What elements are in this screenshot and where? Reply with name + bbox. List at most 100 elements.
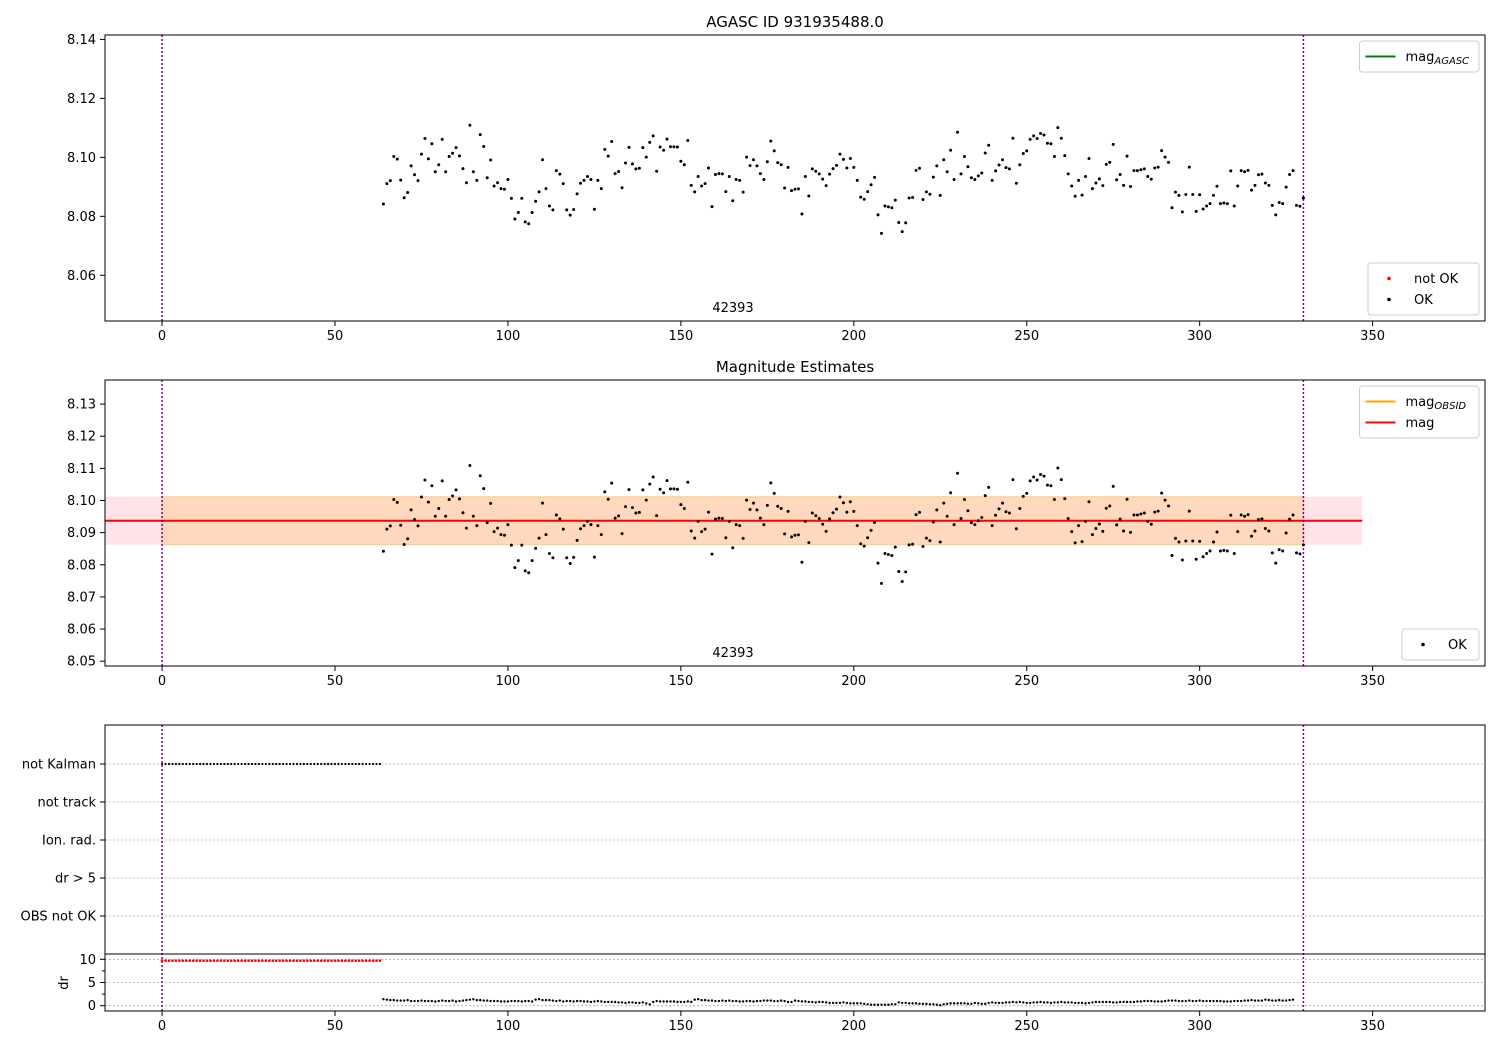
- panel-2-ok-point: [392, 498, 396, 502]
- panel-1-ok-point: [1170, 206, 1174, 210]
- panel-1-ok-point: [900, 230, 904, 234]
- panel-3-not-kalman-point: [257, 762, 261, 766]
- panel-1-legend-mag-agasc-label-main: mag: [1406, 50, 1435, 65]
- panel-2-ok-point: [1288, 517, 1292, 521]
- panel-1-ok-point: [606, 154, 610, 158]
- panel-2-ok-point: [1153, 510, 1157, 514]
- panel-3-dr-tick-label: 10: [79, 953, 96, 968]
- panel-1-ok-point: [1191, 193, 1195, 197]
- panel-2-ok-point: [1246, 513, 1250, 517]
- panel-1-ok-point: [1295, 203, 1299, 207]
- panel-3-dr-point: [918, 1002, 921, 1006]
- panel-3-dr-point: [610, 1000, 613, 1004]
- panel-1-ok-point: [949, 148, 953, 152]
- panel-3-dr-not-ok-point: [361, 959, 364, 963]
- panel-3-dr-point: [499, 1000, 503, 1003]
- panel-1-ok-point: [1090, 187, 1094, 191]
- panel-1-ok-point: [828, 172, 832, 176]
- panel-3-dr-not-ok-point: [223, 959, 226, 963]
- panel-1-ok-point: [862, 197, 866, 201]
- panel-2-ok-point: [824, 529, 828, 533]
- panel-1-ok-point: [471, 170, 475, 174]
- panel-1-ok-point: [1208, 202, 1212, 206]
- panel-3-dr-point: [1015, 1001, 1018, 1004]
- panel-1-ok-point: [585, 175, 589, 179]
- panel-1-ok-point: [686, 139, 690, 143]
- panel-3-not-kalman-point: [347, 762, 350, 766]
- panel-1-ok-point: [724, 190, 728, 194]
- panel-1-ytick-label: 8.10: [67, 151, 96, 166]
- panel-1-ok-point: [385, 182, 389, 186]
- panel-2-ok-point: [416, 524, 420, 528]
- panel-1-ok-point: [1284, 185, 1288, 189]
- panel-2-legend-ok-label: OK: [1448, 638, 1467, 653]
- panel-3-dr-point: [1105, 1000, 1108, 1004]
- panel-3-dr-point: [485, 999, 489, 1002]
- panel-1-xtick-label: 100: [496, 329, 521, 344]
- panel-2-ok-point: [395, 500, 399, 504]
- panel-1-xtick-label: 250: [1014, 329, 1039, 344]
- panel-1-ok-point: [973, 177, 977, 181]
- panel-3-dr-point: [728, 999, 731, 1002]
- panel-3-dr-point: [766, 999, 769, 1002]
- panel-1-ok-point: [1263, 181, 1267, 185]
- panel-3-dr-not-ok-point: [178, 959, 181, 963]
- panel-3-not-kalman-point: [333, 762, 337, 766]
- panel-1-ok-point: [1084, 175, 1088, 179]
- panel-1-ok-point: [942, 158, 946, 162]
- panel-1-ok-point: [451, 151, 455, 155]
- panel-2-ok-point: [945, 514, 949, 518]
- panel-3-not-kalman-point: [212, 762, 216, 766]
- panel-3-xtick-label: 350: [1360, 1019, 1385, 1034]
- panel-3-dr-point: [613, 1000, 617, 1004]
- panel-2-ok-point: [765, 503, 769, 507]
- panel-2-ok-point: [1059, 478, 1063, 482]
- panel-2-xtick-label: 0: [158, 674, 166, 689]
- panel-1-ok-point: [489, 158, 493, 162]
- panel-2-ok-point: [620, 532, 624, 536]
- panel-2-ok-point: [406, 537, 410, 541]
- panel-3-not-kalman-point: [285, 762, 288, 766]
- panel-2-ok-point: [1018, 507, 1022, 511]
- panel-2-ok-point: [430, 484, 434, 488]
- panel-1-ok-point: [720, 172, 724, 176]
- panel-2-xtick-label: 250: [1014, 674, 1039, 689]
- panel-2-ok-point: [997, 507, 1001, 511]
- panel-2-ok-point: [911, 542, 915, 546]
- panel-3-dr-point: [651, 1000, 655, 1004]
- panel-3-not-kalman-point: [316, 762, 319, 766]
- panel-1-ok-point: [1218, 202, 1222, 206]
- panel-2-ok-point: [1156, 509, 1160, 513]
- panel-2-ok-point: [696, 519, 700, 523]
- panel-2-ok-point: [900, 579, 904, 583]
- panel-3-dr-point: [700, 998, 703, 1002]
- panel-3-not-kalman-point: [230, 762, 233, 766]
- panel-3-dr-point: [997, 1001, 1001, 1005]
- panel-3-dr-point: [548, 998, 551, 1002]
- panel-1-ok-point: [509, 196, 513, 200]
- panel-1-ok-point: [873, 175, 877, 179]
- panel-1-xtick-label: 0: [158, 329, 166, 344]
- panel-1-ok-point: [904, 221, 908, 225]
- panel-1-ok-point: [620, 186, 624, 190]
- panel-1-ok-point: [911, 195, 915, 199]
- panel-1-ytick-label: 8.08: [67, 210, 96, 225]
- panel-2-ok-point: [1253, 529, 1257, 533]
- panel-2-ok-point: [1042, 474, 1046, 478]
- panel-2-ok-point: [575, 538, 579, 542]
- panel-3-dr-point: [603, 1000, 606, 1004]
- panel-2-ok-point: [388, 524, 392, 528]
- panel-3-dr-point: [952, 1002, 956, 1005]
- panel-2-ok-point: [541, 501, 545, 505]
- panel-3-dr-not-ok-point: [247, 959, 250, 963]
- panel-1-ok-point: [1211, 193, 1215, 197]
- panel-2-ok-point: [966, 509, 970, 513]
- panel-2-legend-box: [1359, 385, 1480, 439]
- panel-3-not-kalman-point: [226, 762, 229, 766]
- panel-1-ok-point: [990, 178, 994, 182]
- panel-3-dr-point: [1212, 999, 1215, 1003]
- panel-3-not-kalman-point: [188, 762, 191, 766]
- panel-2-ok-point: [1021, 494, 1025, 498]
- panel-2-ok-point: [1250, 534, 1254, 538]
- panel-2-ok-point: [731, 546, 735, 550]
